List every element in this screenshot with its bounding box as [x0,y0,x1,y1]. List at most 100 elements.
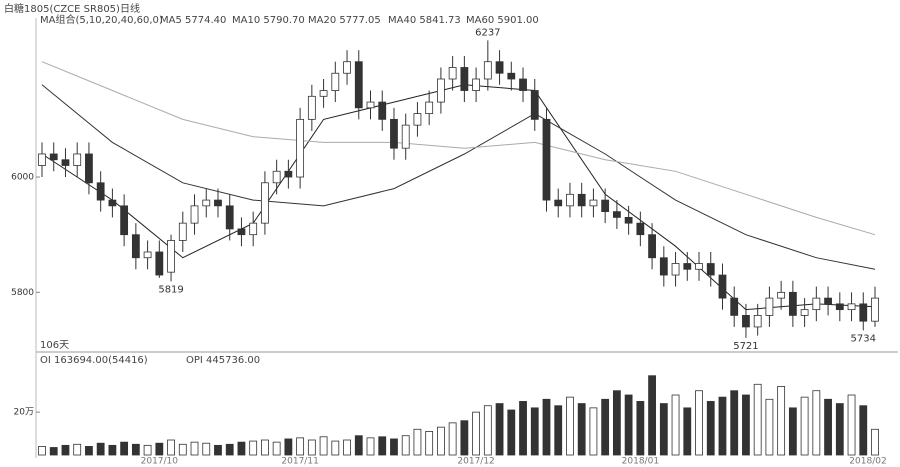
volume-bar [272,441,281,456]
ma-line [41,61,876,236]
volume-bar [636,401,645,456]
candle-body [225,205,234,230]
volume-bar [671,394,680,456]
candle-body [706,263,715,276]
candle-body [683,263,692,270]
candle-body [85,153,93,184]
volume-bar [96,442,105,456]
candle-body [788,291,797,316]
candle-body [249,222,258,236]
volume-bar [566,396,574,456]
candle-body [437,78,445,103]
volume-bar [589,407,598,456]
candle-body [530,90,539,120]
legend-entry: MA40 5841.73 [388,15,461,26]
volume-bar [390,438,398,456]
x-tick-label: 2018/01 [622,457,659,467]
legend-entry: MA5 5774.40 [160,15,226,26]
candle-body [601,199,610,213]
volume-bar [777,386,786,456]
volume-bar [425,431,434,456]
candle-body [131,234,140,259]
volume-bar [73,443,82,456]
volume-bar [612,390,621,456]
volume-bar [788,407,797,456]
volume-bar [437,426,445,456]
candle-body [307,95,316,120]
volume-bar [319,436,328,456]
volume-bar [167,439,175,456]
volume-bar [718,396,727,456]
candle-body [483,61,492,80]
candle-body [272,170,281,184]
candle-body [507,72,516,80]
candle-body [284,170,293,178]
candle-body [61,159,70,166]
volume-bar [495,403,504,456]
volume-bar [577,403,586,456]
candle-body [624,216,633,224]
candle-body [554,199,563,207]
candle-body [448,67,457,80]
legend-entry: MA60 5901.00 [466,15,539,26]
candle-body [742,315,750,328]
price-annotation: 6237 [475,27,500,38]
volume-bar [38,446,46,456]
candle-body [859,303,868,322]
volume-bar [249,440,258,456]
candle-body [190,205,199,224]
volume-bar [659,403,668,456]
candle-body [167,240,175,273]
candle-body [401,124,410,149]
volume-bar [61,444,70,456]
legend-entry: MA组合(5,10,20,40,60,0) [40,13,163,26]
volume-bar [753,383,762,456]
candle-body [413,113,422,126]
candle-body [155,251,164,276]
candle-body [671,263,680,276]
volume-bar [296,437,305,456]
volume-bar [202,442,211,456]
volume-bar [413,428,422,456]
candle-body [659,257,668,276]
candle-body [237,228,246,236]
price-annotation: 5721 [733,341,758,352]
volume-bar [343,439,351,456]
volume-bar [131,443,140,456]
price-annotation: 5734 [851,333,876,344]
candle-body [319,90,328,97]
volume-bar [225,443,234,456]
price-annotation: 5819 [158,284,183,295]
candle-body [331,72,340,91]
candle-body [214,199,222,207]
volume-bar [155,442,164,456]
volume-bar [859,405,868,456]
y-tick-label: 20万 [14,408,34,418]
ma-line [41,84,876,270]
volume-bar [730,390,739,456]
volume-bar [847,394,856,456]
volume-bar [143,444,152,456]
candle-body [777,291,786,299]
candle-body [566,193,574,207]
volume-bar [765,398,774,456]
candle-body [73,153,82,166]
volume-bar [519,401,527,456]
volume-bar [812,390,821,456]
footnote: 106天 [40,340,69,351]
candle-body [730,297,739,316]
x-tick-label: 2018/02 [849,457,886,467]
y-tick-label: 6000 [11,173,34,183]
candle-body [390,118,398,149]
candle-body [519,78,527,91]
candle-body [695,263,703,270]
volume-header: OPI 445736.00 [186,355,260,366]
candle-body [871,297,879,322]
volume-bar [331,440,340,456]
volume-bar [448,422,457,456]
candle-body [824,297,832,305]
volume-bar [261,439,269,456]
volume-bar [120,441,129,456]
volume-bar [742,394,750,456]
